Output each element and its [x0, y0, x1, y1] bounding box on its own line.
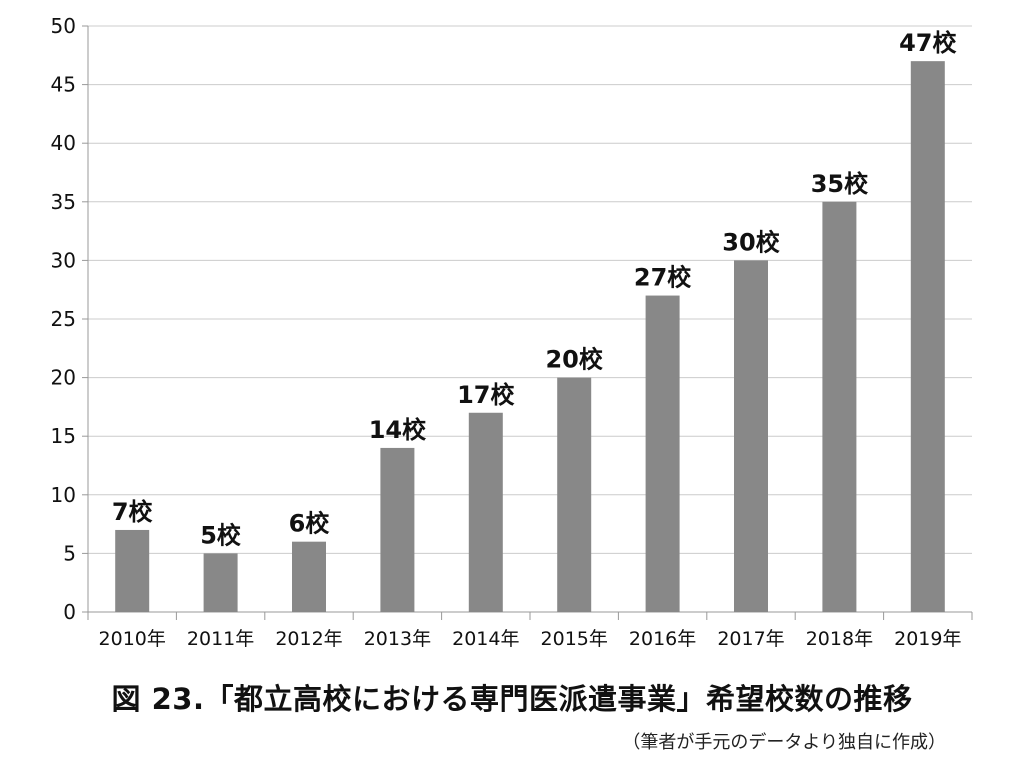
data-labels: 7校 5校 6校 14校 17校 20校 27校 30校 35校 47校: [112, 29, 958, 549]
data-label: 5校: [200, 521, 242, 549]
y-tick-label: 10: [51, 483, 76, 507]
data-label: 27校: [634, 264, 692, 292]
y-tick-label: 5: [63, 541, 76, 565]
source-note: （筆者が手元のデータより独自に作成）: [622, 732, 946, 753]
x-tick-label: 2010年: [99, 628, 166, 650]
y-tick-label: 40: [51, 131, 76, 155]
bar-2018年: [822, 201, 857, 613]
data-label: 7校: [112, 498, 154, 526]
x-tick-label: 2019年: [894, 628, 961, 650]
x-tick-label: 2018年: [806, 628, 873, 650]
y-tick-label: 0: [63, 600, 76, 624]
bar-2015年: [557, 377, 592, 612]
data-label: 30校: [722, 228, 780, 256]
data-label: 47校: [899, 29, 957, 57]
y-tick-label: 30: [51, 248, 76, 272]
x-tick-label: 2011年: [187, 628, 254, 650]
y-tick-label: 50: [51, 14, 76, 38]
y-tick-label: 20: [51, 366, 76, 390]
data-label: 6校: [289, 510, 331, 538]
bar-2011年: [203, 553, 238, 612]
bars: [115, 61, 945, 613]
chart-caption: 図 23.「都立高校における専門医派遣事業」希望校数の推移: [111, 682, 913, 716]
x-tick-label: 2015年: [541, 628, 608, 650]
bar-2010年: [115, 529, 150, 612]
bar-2019年: [910, 61, 945, 613]
bar-2017年: [734, 260, 768, 612]
data-label: 14校: [369, 416, 427, 444]
bar-2016年: [645, 295, 680, 612]
x-tick-label: 2016年: [629, 628, 696, 650]
data-label: 20校: [545, 346, 603, 374]
axes: 0 5 10 15 20 25 30 35 40 45 50 2010年 2011年 2012年 2013年…: [51, 14, 973, 650]
x-tick-label: 2012年: [275, 628, 342, 650]
y-tick-label: 35: [51, 190, 76, 214]
y-tick-label: 15: [51, 424, 76, 448]
data-label: 35校: [811, 170, 869, 198]
x-tick-label: 2014年: [452, 628, 519, 650]
bar-2012年: [292, 541, 326, 612]
x-tick-label: 2013年: [364, 628, 431, 650]
bar-chart: 0 5 10 15 20 25 30 35 40 45 50 2010年 2011年 2012年 2013年…: [51, 14, 973, 650]
x-tick-label: 2017年: [717, 628, 784, 650]
y-tick-label: 45: [51, 73, 76, 97]
bar-2013年: [380, 447, 415, 612]
bar-2014年: [468, 412, 503, 612]
y-tick-label: 25: [51, 307, 76, 331]
data-label: 17校: [457, 381, 515, 409]
